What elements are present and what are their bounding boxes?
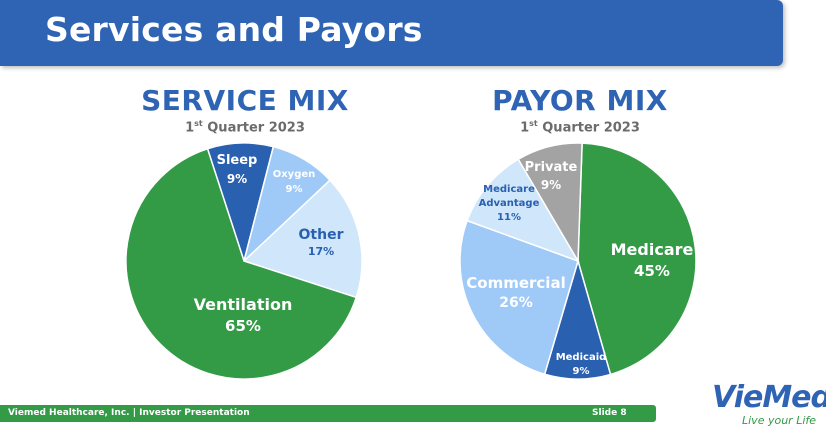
service-mix-subtitle-rest: Quarter 2023 bbox=[202, 120, 305, 136]
payor-medicare-advantage-value: 11% bbox=[497, 212, 521, 223]
service-oxygen-label: Oxygen bbox=[273, 169, 316, 180]
page-title: Services and Payors bbox=[45, 10, 423, 49]
service-sleep-value: 9% bbox=[227, 172, 247, 186]
payor-medicaid-value: 9% bbox=[573, 366, 590, 377]
service-oxygen-value: 9% bbox=[286, 184, 303, 195]
payor-mix-title: PAYOR MIX bbox=[492, 84, 668, 117]
service-slice-other bbox=[242, 179, 363, 299]
service-ventilation-value: 65% bbox=[225, 317, 261, 335]
service-mix-subtitle-ordinal: 1 bbox=[185, 120, 195, 136]
payor-private-label: Private bbox=[525, 160, 578, 175]
service-slice-ventilation bbox=[125, 147, 358, 380]
footer-bar: Viemed Healthcare, Inc. | Investor Prese… bbox=[0, 405, 656, 422]
payor-slice-private bbox=[517, 142, 583, 264]
payor-private-value: 9% bbox=[541, 178, 561, 192]
payor-medicare-advantage-label-2: Advantage bbox=[479, 198, 540, 209]
service-sleep-label: Sleep bbox=[217, 153, 258, 168]
viemed-logo: VieMed Live your Life bbox=[712, 380, 826, 430]
payor-slice-medicare bbox=[577, 142, 697, 376]
payor-medicare-label: Medicare bbox=[611, 240, 694, 259]
service-other-value: 17% bbox=[308, 245, 334, 258]
payor-medicare-advantage-label-1: Medicare bbox=[483, 184, 535, 195]
service-other-label: Other bbox=[299, 227, 344, 243]
payor-mix-subtitle: 1st Quarter 2023 bbox=[455, 116, 705, 136]
footer-slide-number: Slide 8 bbox=[592, 408, 627, 418]
payor-medicaid-label: Medicaid bbox=[556, 352, 607, 363]
payor-commercial-label: Commercial bbox=[466, 274, 565, 292]
payor-mix-subtitle-sup: st bbox=[529, 119, 538, 128]
payor-slice-commercial bbox=[459, 219, 579, 376]
payor-medicare-value: 45% bbox=[634, 262, 670, 280]
payor-commercial-value: 26% bbox=[499, 295, 533, 311]
service-mix-title: SERVICE MIX bbox=[141, 84, 349, 117]
service-ventilation-label: Ventilation bbox=[194, 295, 293, 314]
payor-slice-medicare-advantage bbox=[466, 158, 580, 263]
footer-company: Viemed Healthcare, Inc. | Investor Prese… bbox=[8, 408, 250, 418]
logo-brand: VieMed bbox=[712, 380, 826, 415]
pie-charts: Sleep 9% Oxygen 9% Other 17% Ventilation 65% Med… bbox=[125, 142, 697, 380]
service-mix-subtitle-sup: st bbox=[194, 119, 203, 128]
service-mix-subtitle: 1st Quarter 2023 bbox=[120, 116, 370, 136]
logo-tagline: Live your Life bbox=[742, 414, 817, 427]
payor-mix-subtitle-rest: Quarter 2023 bbox=[537, 120, 640, 136]
title-bar: Services and Payors bbox=[0, 0, 783, 66]
payor-mix-subtitle-ordinal: 1 bbox=[520, 120, 530, 136]
service-mix-heading: SERVICE MIX 1st Quarter 2023 bbox=[120, 86, 370, 136]
payor-mix-heading: PAYOR MIX 1st Quarter 2023 bbox=[455, 86, 705, 136]
